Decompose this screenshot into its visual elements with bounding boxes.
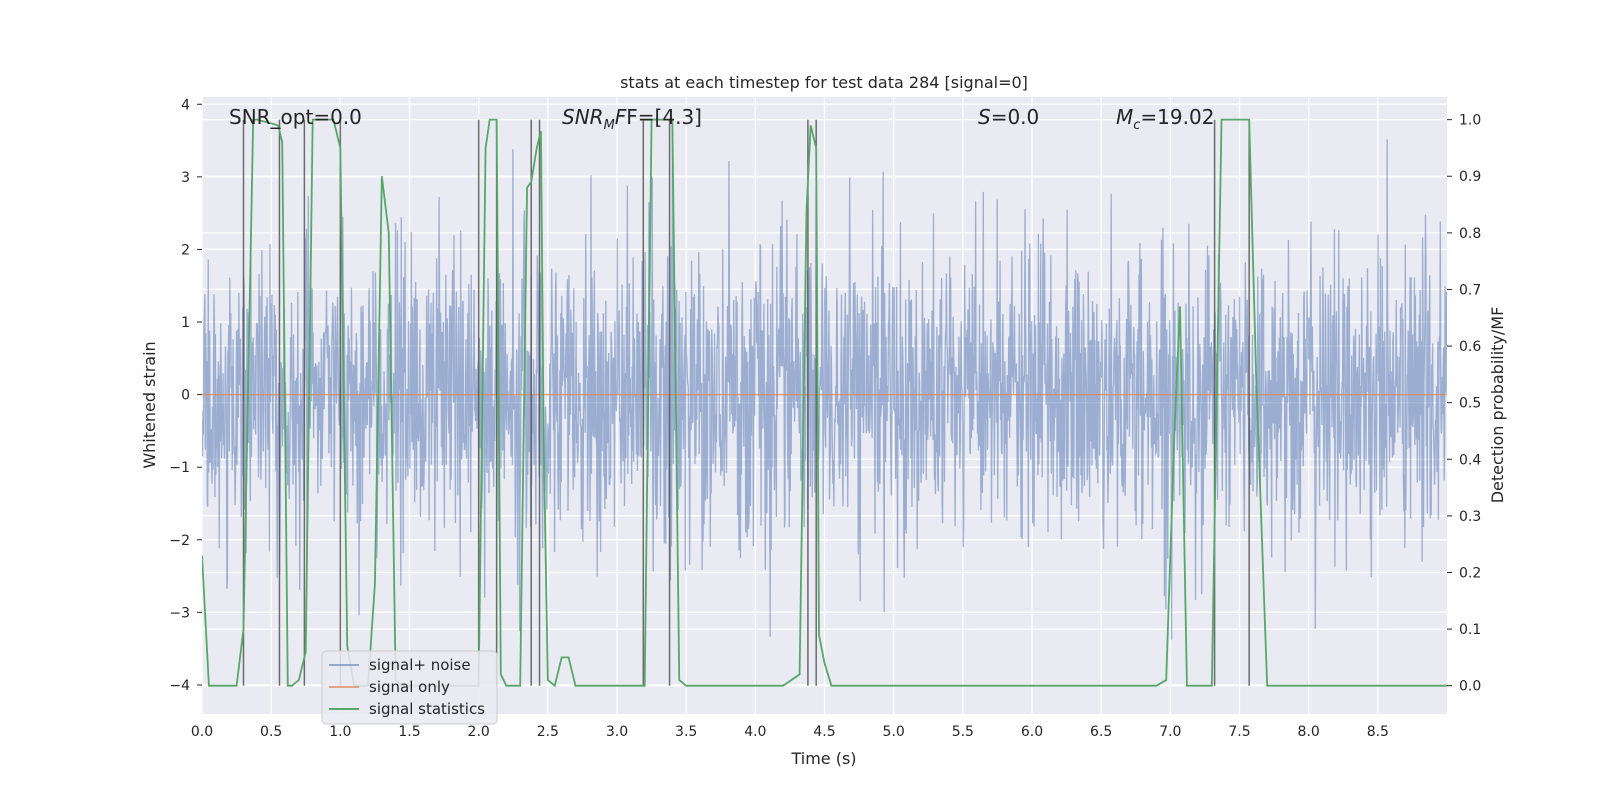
x-tick-label: 4.5 bbox=[813, 724, 835, 740]
annotation-snr-opt: SNR_opt=0.0 bbox=[229, 105, 362, 129]
x-tick-label: 2.0 bbox=[468, 724, 490, 740]
signal-noise-series bbox=[202, 118, 1447, 640]
y2-tick-label: 0.7 bbox=[1459, 282, 1481, 298]
legend-box bbox=[321, 650, 498, 725]
annotation-s-rest: =0.0 bbox=[991, 105, 1040, 129]
y-tick-label: 0 bbox=[181, 388, 190, 404]
x-tick-label: 5.5 bbox=[952, 724, 974, 740]
y2-tick-label: 0.1 bbox=[1459, 622, 1481, 638]
y2-axis-title: Detection probability/MF bbox=[1488, 307, 1507, 504]
x-tick-label: 5.0 bbox=[883, 724, 905, 740]
y-tick-label: −2 bbox=[169, 533, 190, 549]
x-tick-label: 2.5 bbox=[537, 724, 559, 740]
y2-tick-label: 0.8 bbox=[1459, 226, 1481, 242]
y-tick-label: 3 bbox=[181, 170, 190, 186]
y2-tick-label: 0.3 bbox=[1459, 509, 1481, 525]
y-tick-label: −1 bbox=[169, 460, 190, 476]
y2-tick-label: 0.2 bbox=[1459, 565, 1481, 581]
legend-label-signal-statistics: signal statistics bbox=[369, 700, 485, 718]
legend: signal+ noise signal only signal statist… bbox=[321, 650, 498, 725]
x-tick-label: 3.0 bbox=[606, 724, 628, 740]
x-tick-label: 0.0 bbox=[191, 724, 213, 740]
x-tick-label: 4.0 bbox=[744, 724, 766, 740]
legend-label-signal-noise: signal+ noise bbox=[369, 656, 471, 674]
legend-label-signal-only: signal only bbox=[369, 678, 450, 696]
signal-statistics-line bbox=[202, 118, 1447, 688]
y-tick-label: 1 bbox=[181, 315, 190, 331]
y-tick-label: −4 bbox=[169, 678, 190, 694]
x-axis-ticks: 0.0 0.5 1.0 1.5 2.0 2.5 3.0 3.5 4.0 4.5 5.0 5.5 6.0 6… bbox=[191, 724, 1389, 740]
x-tick-label: 0.5 bbox=[260, 724, 282, 740]
annotation-snr-mf-rest-f: F bbox=[615, 105, 627, 129]
x-tick-label: 6.5 bbox=[1090, 724, 1112, 740]
annotation-mc-main: M bbox=[1116, 105, 1133, 129]
annotation-mc-rest: =19.02 bbox=[1140, 105, 1214, 129]
y2-tick-label: 0.4 bbox=[1459, 452, 1481, 468]
annotation-snr-mf-sub: M bbox=[604, 118, 615, 133]
annotation-mc-sub: c bbox=[1133, 118, 1140, 133]
x-tick-label: 3.5 bbox=[675, 724, 697, 740]
y-tick-label: 2 bbox=[181, 242, 190, 258]
y2-tick-label: 0.5 bbox=[1459, 396, 1481, 412]
annotation-s-main: S bbox=[978, 105, 991, 129]
x-tick-label: 7.5 bbox=[1228, 724, 1250, 740]
y2-axis-ticks: 0.0 0.1 0.2 0.3 0.4 0.5 0.6 0.7 0.8 0.9 1.0 bbox=[1447, 113, 1481, 695]
x-axis-title: Time (s) bbox=[790, 749, 856, 768]
signal-statistics-series bbox=[202, 118, 1447, 688]
x-tick-label: 1.0 bbox=[329, 724, 351, 740]
y-axis-title: Whitened strain bbox=[140, 341, 159, 468]
annotation-snr-mf-main: SNR bbox=[562, 105, 604, 129]
x-tick-label: 8.5 bbox=[1367, 724, 1389, 740]
annotation-s: S=0.0 bbox=[978, 105, 1039, 129]
x-tick-label: 1.5 bbox=[398, 724, 420, 740]
y2-tick-label: 0.6 bbox=[1459, 339, 1481, 355]
chart-title: stats at each timestep for test data 284… bbox=[620, 73, 1028, 92]
y-tick-label: 4 bbox=[181, 97, 190, 113]
annotation-snr-mf-rest: F=[4.3] bbox=[626, 105, 702, 129]
y-tick-label: −3 bbox=[169, 605, 190, 621]
annotation-snr-mf: SNRMFF=[4.3] bbox=[562, 105, 702, 133]
x-tick-label: 7.0 bbox=[1159, 724, 1181, 740]
signal-noise-line bbox=[202, 118, 1447, 640]
x-tick-label: 6.0 bbox=[1021, 724, 1043, 740]
detection-vlines bbox=[242, 119, 1250, 686]
y2-tick-label: 1.0 bbox=[1459, 113, 1481, 129]
y2-tick-label: 0.9 bbox=[1459, 169, 1481, 185]
annotation-mc: Mc=19.02 bbox=[1116, 105, 1214, 133]
y-axis-ticks: −4 −3 −2 −1 0 1 2 3 4 bbox=[169, 97, 202, 694]
x-tick-label: 8.0 bbox=[1298, 724, 1320, 740]
y2-tick-label: 0.0 bbox=[1459, 679, 1481, 695]
